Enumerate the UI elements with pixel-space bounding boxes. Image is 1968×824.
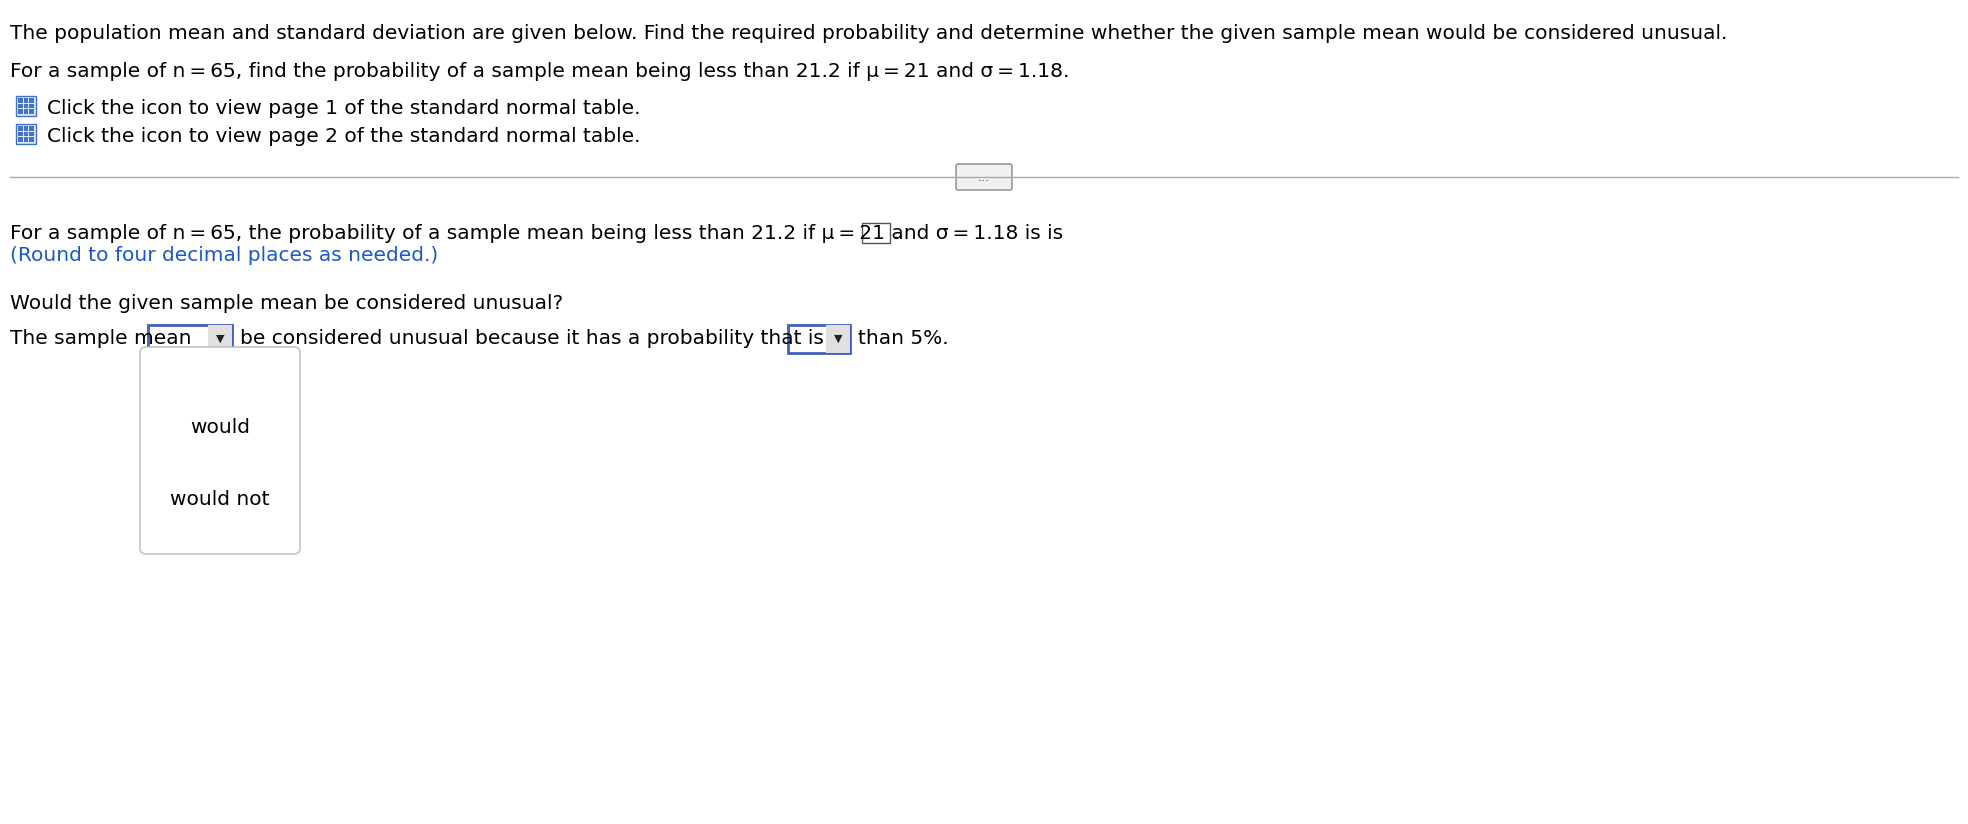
Text: be considered unusual because it has a probability that is: be considered unusual because it has a p… [240,329,825,348]
Bar [148,325,232,353]
Text: For a sample of n = 65, the probability of a sample mean being less than 21.2 if: For a sample of n = 65, the probability … [10,224,1063,243]
Bar [18,110,22,114]
Text: (Round to four decimal places as needed.): (Round to four decimal places as needed.… [10,246,439,265]
Bar [30,110,33,114]
Text: The sample mean: The sample mean [10,329,191,348]
FancyBboxPatch shape [140,347,299,554]
Text: ▼: ▼ [834,334,842,344]
Bar [30,132,33,136]
Text: would: would [191,418,250,437]
Text: .: . [893,223,899,242]
Text: For a sample of n = 65, find the probability of a sample mean being less than 21: For a sample of n = 65, find the probabi… [10,62,1069,81]
Bar [24,132,28,136]
Bar [30,138,33,142]
Bar [209,325,232,353]
Bar [18,132,22,136]
Text: ▼: ▼ [216,334,224,344]
Bar [787,325,850,353]
Text: Click the icon to view page 2 of the standard normal table.: Click the icon to view page 2 of the sta… [47,127,640,146]
FancyBboxPatch shape [956,164,1012,190]
Bar [862,223,890,243]
FancyBboxPatch shape [16,124,35,144]
Bar [24,138,28,142]
Text: than 5%.: than 5%. [858,329,949,348]
FancyBboxPatch shape [16,96,35,116]
Bar [30,98,33,102]
Bar [24,98,28,102]
Bar [30,126,33,130]
Text: ...: ... [978,171,990,184]
Bar [18,104,22,108]
Bar [24,126,28,130]
Text: would not: would not [171,489,270,508]
Bar [827,325,850,353]
Bar [18,98,22,102]
Text: Would the given sample mean be considered unusual?: Would the given sample mean be considere… [10,294,563,313]
Bar [18,126,22,130]
Text: The population mean and standard deviation are given below. Find the required pr: The population mean and standard deviati… [10,24,1728,43]
Bar [30,104,33,108]
Bar [24,104,28,108]
Bar [24,110,28,114]
Text: Click the icon to view page 1 of the standard normal table.: Click the icon to view page 1 of the sta… [47,99,640,118]
Bar [18,138,22,142]
